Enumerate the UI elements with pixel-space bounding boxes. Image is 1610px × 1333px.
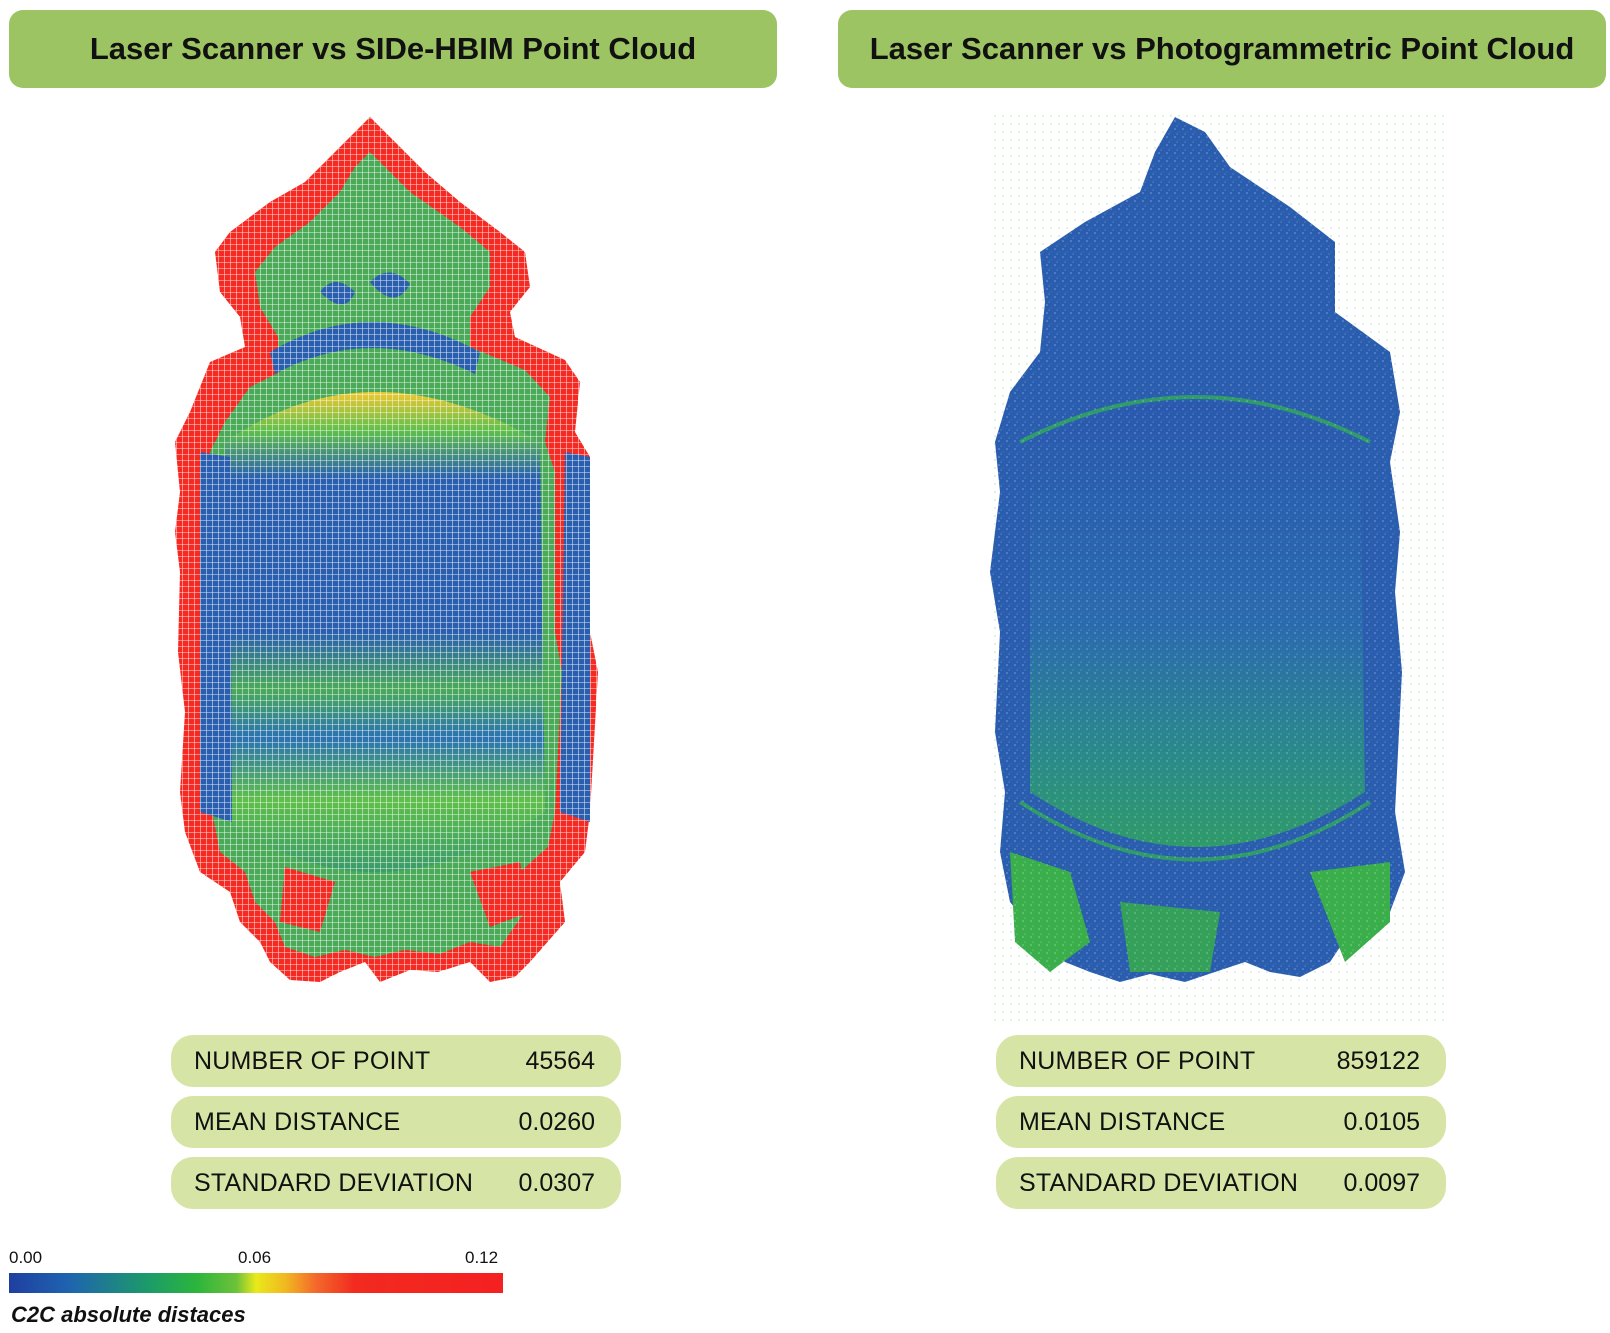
- stat-label: STANDARD DEVIATION: [1019, 1168, 1299, 1197]
- stat-value: 859122: [1336, 1046, 1420, 1075]
- stat-value: 45564: [525, 1046, 595, 1075]
- left-panel-title: Laser Scanner vs SIDe-HBIM Point Cloud: [9, 10, 777, 88]
- right-panel-title: Laser Scanner vs Photogrammetric Point C…: [838, 10, 1606, 88]
- stat-value: 0.0097: [1343, 1168, 1420, 1197]
- stat-standard-deviation: STANDARD DEVIATION 0.0097: [996, 1157, 1446, 1209]
- stat-label: MEAN DISTANCE: [1019, 1107, 1226, 1136]
- legend-tick-mid: 0.06: [238, 1248, 272, 1267]
- stat-value: 0.0105: [1343, 1107, 1420, 1136]
- stat-standard-deviation: STANDARD DEVIATION 0.0307: [171, 1157, 621, 1209]
- legend-tick-min: 0.00: [9, 1248, 43, 1267]
- stat-label: MEAN DISTANCE: [194, 1107, 401, 1136]
- stat-number-of-point: NUMBER OF POINT 859122: [996, 1035, 1446, 1087]
- legend-tick-max: 0.12: [465, 1248, 499, 1267]
- stat-label: NUMBER OF POINT: [194, 1046, 431, 1075]
- photogrammetric-deviation-map: [990, 112, 1450, 1022]
- stat-value: 0.0307: [518, 1168, 595, 1197]
- stat-number-of-point: NUMBER OF POINT 45564: [171, 1035, 621, 1087]
- stat-label: NUMBER OF POINT: [1019, 1046, 1256, 1075]
- legend-ticks: 0.00 0.06 0.12: [9, 1248, 505, 1268]
- stat-mean-distance: MEAN DISTANCE 0.0105: [996, 1096, 1446, 1148]
- color-scale-bar: [9, 1273, 503, 1293]
- side-hbim-deviation-map: [170, 112, 630, 1022]
- legend-caption: C2C absolute distaces: [11, 1302, 246, 1327]
- stat-value: 0.0260: [518, 1107, 595, 1136]
- stat-mean-distance: MEAN DISTANCE 0.0260: [171, 1096, 621, 1148]
- stat-label: STANDARD DEVIATION: [194, 1168, 474, 1197]
